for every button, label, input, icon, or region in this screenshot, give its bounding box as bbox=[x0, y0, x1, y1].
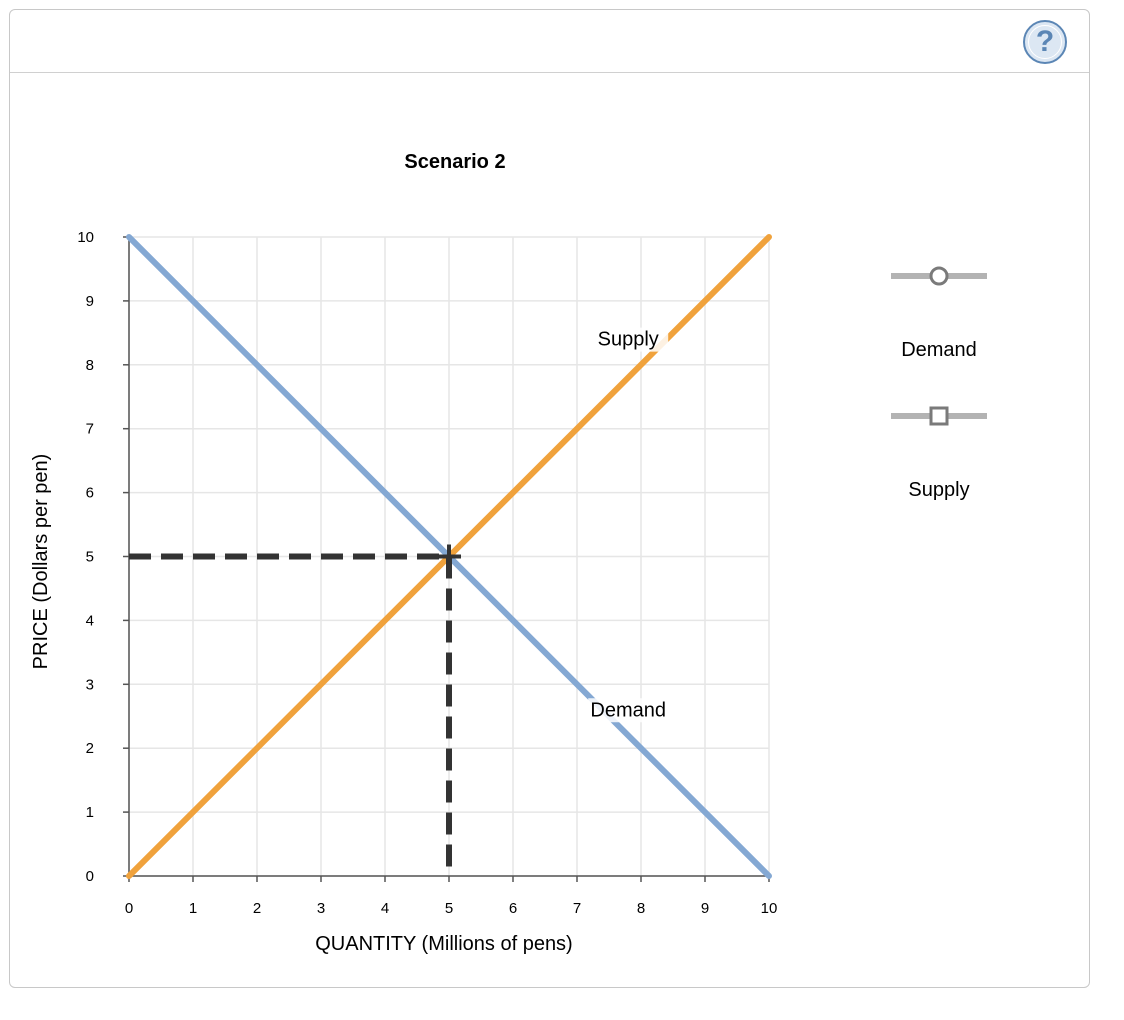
y-tick-label: 6 bbox=[86, 485, 94, 502]
y-tick-label: 3 bbox=[86, 676, 94, 693]
x-tick-label: 8 bbox=[637, 900, 645, 917]
y-tick-label: 7 bbox=[86, 421, 94, 438]
x-tick-label: 6 bbox=[509, 900, 517, 917]
equilibrium-markers bbox=[129, 544, 461, 876]
help-button[interactable]: ? bbox=[1023, 20, 1067, 64]
x-tick-label: 4 bbox=[381, 900, 389, 917]
panel-header: ? bbox=[10, 10, 1089, 73]
graph-panel: ? bbox=[9, 9, 1090, 988]
x-tick-label: 1 bbox=[189, 900, 197, 917]
x-tick-label: 2 bbox=[253, 900, 261, 917]
curve-label-supply: Supply bbox=[598, 329, 659, 351]
y-tick-label: 10 bbox=[77, 229, 94, 246]
legend-label: Supply bbox=[908, 479, 969, 501]
x-tick-label: 3 bbox=[317, 900, 325, 917]
chart-labels: QUANTITY (Millions of pens) PRICE (Dollar… bbox=[30, 151, 669, 955]
y-axis-label: PRICE (Dollars per pen) bbox=[30, 454, 52, 670]
chart-title: Scenario 2 bbox=[404, 151, 505, 173]
x-tick-label: 0 bbox=[125, 900, 133, 917]
x-axis-label: QUANTITY (Millions of pens) bbox=[315, 933, 572, 955]
help-icon-ring bbox=[1028, 25, 1062, 59]
y-tick-label: 9 bbox=[86, 293, 94, 310]
x-tick-label: 7 bbox=[573, 900, 581, 917]
curve-label-bg bbox=[588, 327, 669, 352]
y-tick-label: 2 bbox=[86, 740, 94, 757]
chart-legend[interactable]: Demand Supply bbox=[891, 266, 987, 501]
y-tick-label: 1 bbox=[86, 804, 94, 821]
legend-item-demand[interactable]: Demand bbox=[891, 266, 987, 361]
y-tick-label: 0 bbox=[86, 868, 94, 885]
legend-circle-marker bbox=[929, 266, 949, 286]
legend-item-supply[interactable]: Supply bbox=[891, 406, 987, 501]
y-tick-label: 5 bbox=[86, 549, 94, 566]
curve-label-bg bbox=[588, 698, 669, 723]
y-tick-label: 4 bbox=[86, 612, 94, 629]
legend-label: Demand bbox=[901, 339, 977, 361]
legend-square-marker bbox=[929, 406, 949, 426]
x-tick-label: 5 bbox=[445, 900, 453, 917]
x-tick-label: 10 bbox=[761, 900, 778, 917]
x-tick-label: 9 bbox=[701, 900, 709, 917]
y-tick-label: 8 bbox=[86, 357, 94, 374]
curve-label-demand: Demand bbox=[590, 699, 666, 721]
